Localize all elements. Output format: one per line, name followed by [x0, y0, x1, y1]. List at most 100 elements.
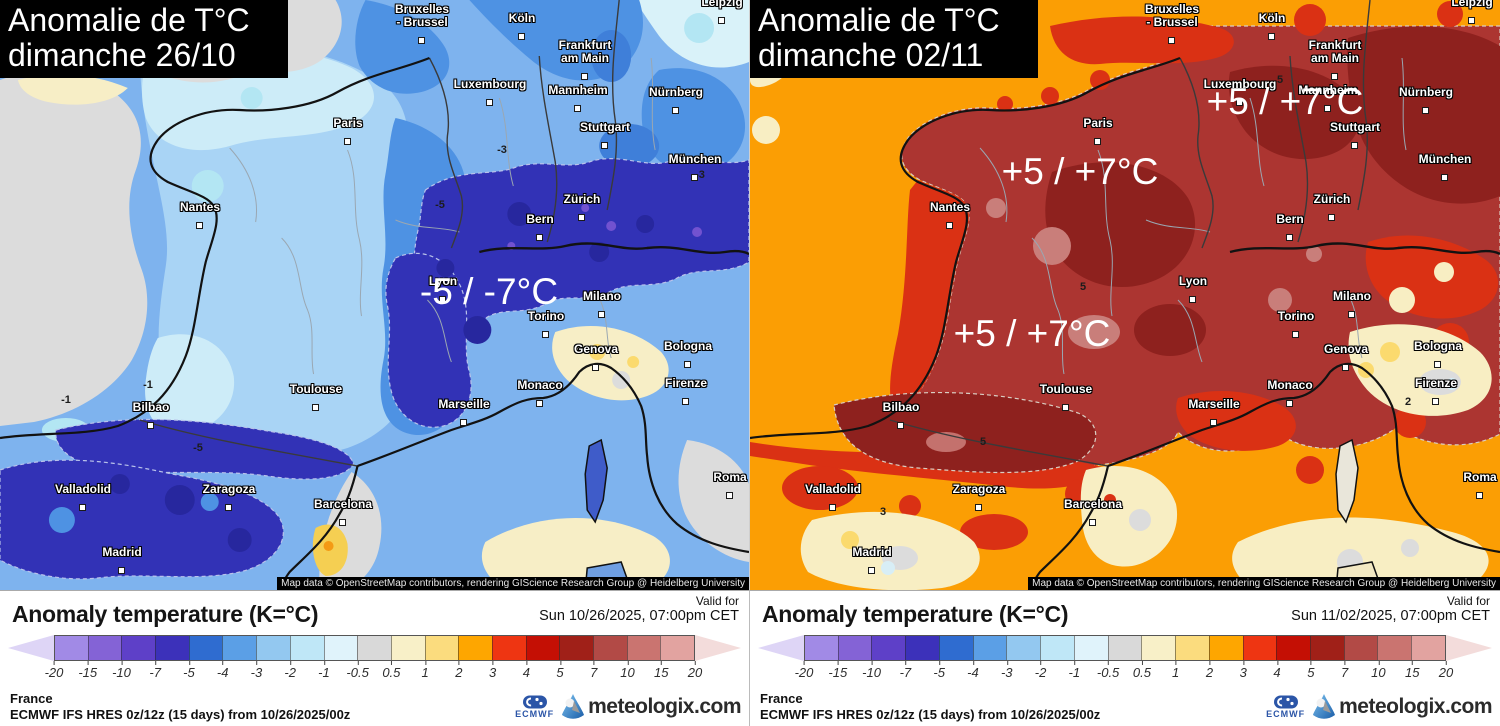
- city-label: Roma: [1463, 470, 1497, 484]
- anomaly-annotation: +5 / +7°C: [1001, 151, 1159, 192]
- legend-tick: 20: [687, 661, 703, 680]
- ecmwf-label: ECMWF: [1266, 708, 1306, 719]
- contour-label: 5: [1276, 74, 1284, 86]
- legend-tick: -7: [899, 661, 912, 680]
- valid-for-block: Valid for Sun 11/02/2025, 07:00pm CET: [1291, 594, 1490, 625]
- city-label: Madrid: [852, 545, 892, 559]
- anomaly-annotation: +5 / +7°C: [953, 313, 1111, 354]
- city-marker: [868, 567, 875, 574]
- map-title: Anomalie de T°C dimanche 26/10: [0, 0, 288, 78]
- city-label: Firenze: [664, 376, 708, 390]
- legend-tick: -20: [794, 661, 814, 680]
- legend-tick: -15: [828, 661, 848, 680]
- footer-model-line: ECMWF IFS HRES 0z/12z (15 days) from 10/…: [760, 707, 1101, 722]
- legend-panel-left: Anomaly temperature (K=°C) Valid for Sun…: [0, 590, 750, 726]
- legend-tick: 4: [522, 661, 530, 680]
- colorbar-cell: [660, 636, 695, 660]
- city-marker: [1434, 361, 1441, 368]
- city-marker: [578, 214, 585, 221]
- colorbar-cell: [1343, 636, 1378, 660]
- city-label: Nürnberg: [649, 85, 703, 99]
- colorbar-cell: [1276, 636, 1311, 660]
- city-marker: [1342, 364, 1349, 371]
- colorbar-cell: [188, 636, 223, 660]
- city-marker: [581, 73, 588, 80]
- city-marker: [79, 504, 86, 511]
- contour-label: -1: [143, 379, 153, 391]
- city-marker: [1236, 99, 1243, 106]
- colorbar-arrow-left-icon: [8, 635, 54, 661]
- colorbar-cell: [905, 636, 939, 660]
- legend-tick: 1: [421, 661, 429, 680]
- ecmwf-logo[interactable]: ECMWF: [515, 695, 554, 719]
- city-marker: [1292, 331, 1299, 338]
- legend-tick: -5: [933, 661, 945, 680]
- colorbar-cell: [155, 636, 189, 660]
- city-labels: Bruxelles - Brussel Köln Leipzig Frankfurt am…: [0, 0, 749, 590]
- city-marker: [592, 364, 599, 371]
- legend-tick: 2: [455, 661, 463, 680]
- city-label: Milano: [583, 289, 621, 303]
- legend-colorbar: [8, 635, 741, 661]
- city-marker: [672, 107, 679, 114]
- valid-for-block: Valid for Sun 10/26/2025, 07:00pm CET: [539, 594, 739, 625]
- valid-for-label: Valid for: [1446, 594, 1490, 608]
- anomaly-annotation: -5 / -7°C: [419, 271, 559, 312]
- city-label: Zürich: [563, 192, 601, 206]
- city-marker: [418, 37, 425, 44]
- city-label: Paris: [333, 116, 363, 130]
- city-label: Paris: [1083, 116, 1113, 130]
- map-title-line1: Anomalie de T°C: [758, 2, 1000, 38]
- colorbar-cell: [559, 636, 593, 660]
- meteologix-logo[interactable]: meteologix.com: [561, 693, 741, 720]
- city-marker: [1268, 33, 1275, 40]
- city-marker: [1168, 37, 1175, 44]
- contour-label: -5: [193, 442, 203, 454]
- meteologix-logo[interactable]: meteologix.com: [1312, 693, 1492, 720]
- city-marker: [312, 404, 319, 411]
- legend-title: Anomaly temperature (K=°C): [762, 601, 1069, 627]
- legend-tick: -5: [183, 661, 195, 680]
- city-marker: [1476, 492, 1483, 499]
- colorbar-cell: [1310, 636, 1344, 660]
- contour-label: -3: [695, 169, 705, 181]
- city-label: Stuttgart: [580, 120, 630, 134]
- city-label: Luxembourg: [1203, 77, 1277, 91]
- city-marker: [1351, 142, 1358, 149]
- colorbar-cell: [837, 636, 872, 660]
- city-label: Mannheim: [1298, 83, 1358, 97]
- legend-tick: -3: [250, 661, 263, 680]
- city-label: Bern: [526, 212, 554, 226]
- map-panel-left: -1 -1 -5 -3 -5 -3 Bruxelles - Brussel Köln Leipz…: [0, 0, 750, 590]
- city-label: Nantes: [179, 200, 221, 214]
- city-label: Mannheim: [548, 83, 608, 97]
- city-marker: [1348, 311, 1355, 318]
- city-marker: [339, 519, 346, 526]
- legend-tick: -0.5: [1096, 661, 1120, 680]
- colorbar-cell: [1175, 636, 1209, 660]
- city-label: Köln: [1258, 11, 1286, 25]
- meteologix-mark-icon: [1313, 694, 1336, 719]
- meteologix-wordmark: meteologix.com: [1339, 694, 1492, 718]
- city-label: Lyon: [1178, 274, 1208, 288]
- city-label: Bruxelles - Brussel: [394, 2, 450, 29]
- city-marker: [118, 567, 125, 574]
- city-label: Zaragoza: [202, 482, 256, 496]
- city-marker: [682, 398, 689, 405]
- city-label: Marseille: [438, 397, 490, 411]
- city-marker: [147, 422, 154, 429]
- contour-label: -5: [435, 199, 445, 211]
- legend-colorbar: [758, 635, 1492, 661]
- valid-datetime: Sun 11/02/2025, 07:00pm CET: [1291, 608, 1490, 624]
- city-label: Leipzig: [701, 0, 743, 9]
- city-label: Torino: [1277, 309, 1315, 323]
- city-marker: [975, 504, 982, 511]
- legend-tick: -10: [112, 661, 131, 680]
- ecmwf-logo[interactable]: ECMWF: [1266, 695, 1305, 719]
- city-label: Bilbao: [132, 400, 170, 414]
- annotations: +5 / +7°C +5 / +7°C +5 / +7°C: [750, 0, 1500, 590]
- city-marker: [536, 234, 543, 241]
- colorbar-cell: [871, 636, 906, 660]
- legend-tick: -2: [1034, 661, 1047, 680]
- legend-tick: 3: [1239, 661, 1247, 680]
